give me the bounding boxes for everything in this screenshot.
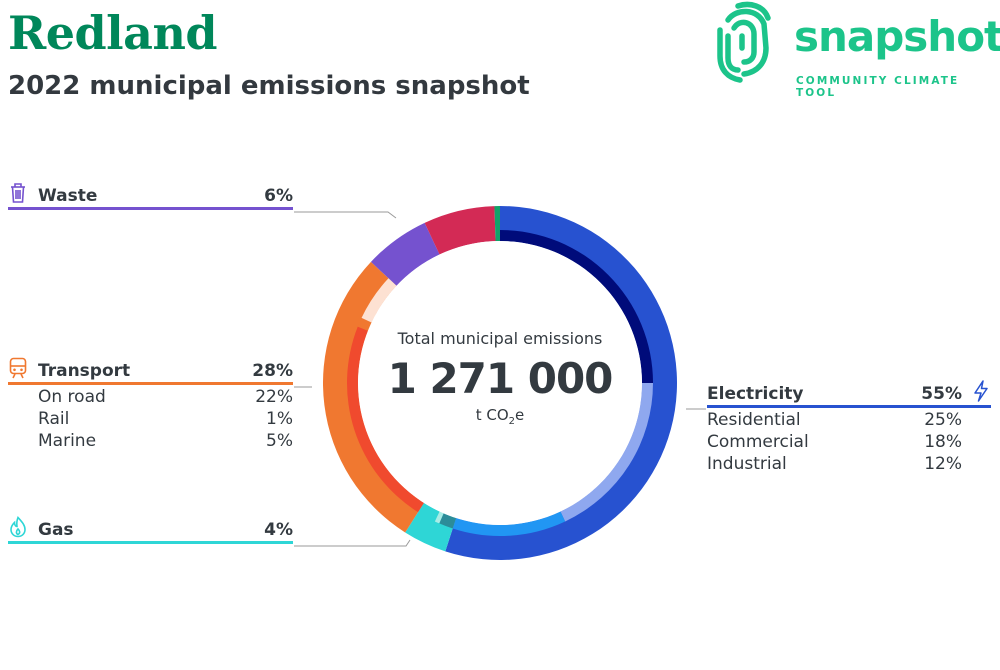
legend-transport-item: On road 22%: [38, 387, 293, 407]
total-emissions-value: 1 271 000: [387, 354, 614, 403]
donut-subslice-transport-marine: [361, 278, 397, 323]
snapshot-logo: snapshot COMMUNITY CLIMATE TOOL: [714, 0, 1000, 99]
donut-slice-other: [424, 206, 496, 255]
legend-waste: Waste 6%: [8, 183, 293, 210]
logo-wordmark: snapshot: [794, 12, 1000, 61]
legend-electricity-item: Residential 25%: [707, 410, 962, 430]
leader-line-waste: [294, 211, 397, 219]
page-title: Redland: [8, 6, 218, 60]
lightning-bolt-icon: [974, 380, 988, 402]
legend-gas: Gas 4%: [8, 516, 293, 544]
legend-transport-underline: [8, 382, 293, 385]
donut-slice-waste: [370, 222, 440, 286]
legend-waste-name: Waste: [38, 186, 98, 206]
logo-tagline: COMMUNITY CLIMATE TOOL: [796, 75, 960, 99]
legend-transport-item: Marine 5%: [38, 431, 293, 451]
legend-gas-percent: 4%: [264, 520, 293, 540]
train-icon: [9, 357, 27, 379]
legend-transport-percent: 28%: [252, 361, 293, 381]
donut-subslice-gas-other: [434, 511, 444, 524]
donut-subslice-electricity-industrial: [452, 511, 566, 536]
leader-line-gas: [294, 539, 411, 547]
donut-subslice-gas-other: [439, 513, 457, 529]
legend-transport-item: Rail 1%: [38, 409, 293, 429]
trash-can-icon: [11, 183, 25, 203]
legend-gas-underline: [8, 541, 293, 544]
donut-subslice-transport-on-road: [347, 326, 424, 513]
legend-gas-name: Gas: [38, 520, 74, 540]
total-emissions-unit: t CO2e: [475, 406, 525, 427]
donut-subslice-transport-rail: [357, 317, 372, 331]
legend-transport-name: Transport: [38, 361, 131, 381]
total-emissions-label: Total municipal emissions: [397, 329, 603, 348]
page-subtitle: 2022 municipal emissions snapshot: [8, 71, 530, 101]
fingerprint-logo-icon: [717, 1, 771, 83]
legend-transport: Transport 28% On road 22% Rail 1% Marine…: [8, 357, 293, 451]
donut-subslice-electricity-residential: [500, 230, 653, 383]
legend-electricity-item: Commercial 18%: [707, 432, 962, 452]
legend-electricity-name: Electricity: [707, 384, 804, 404]
legend-waste-underline: [8, 207, 293, 210]
donut-slice-other: [494, 206, 500, 242]
donut-hole: [358, 241, 642, 525]
legend-electricity-underline: [707, 405, 991, 408]
legend-waste-percent: 6%: [264, 186, 293, 206]
legend-electricity: Electricity 55% Residential 25% Commerci…: [707, 380, 991, 474]
legend-electricity-item: Industrial 12%: [707, 454, 962, 474]
flame-icon: [10, 516, 26, 538]
legend-electricity-percent: 55%: [921, 384, 962, 404]
donut-subslice-electricity-commercial: [560, 383, 653, 522]
donut-slice-transport: [323, 261, 424, 533]
